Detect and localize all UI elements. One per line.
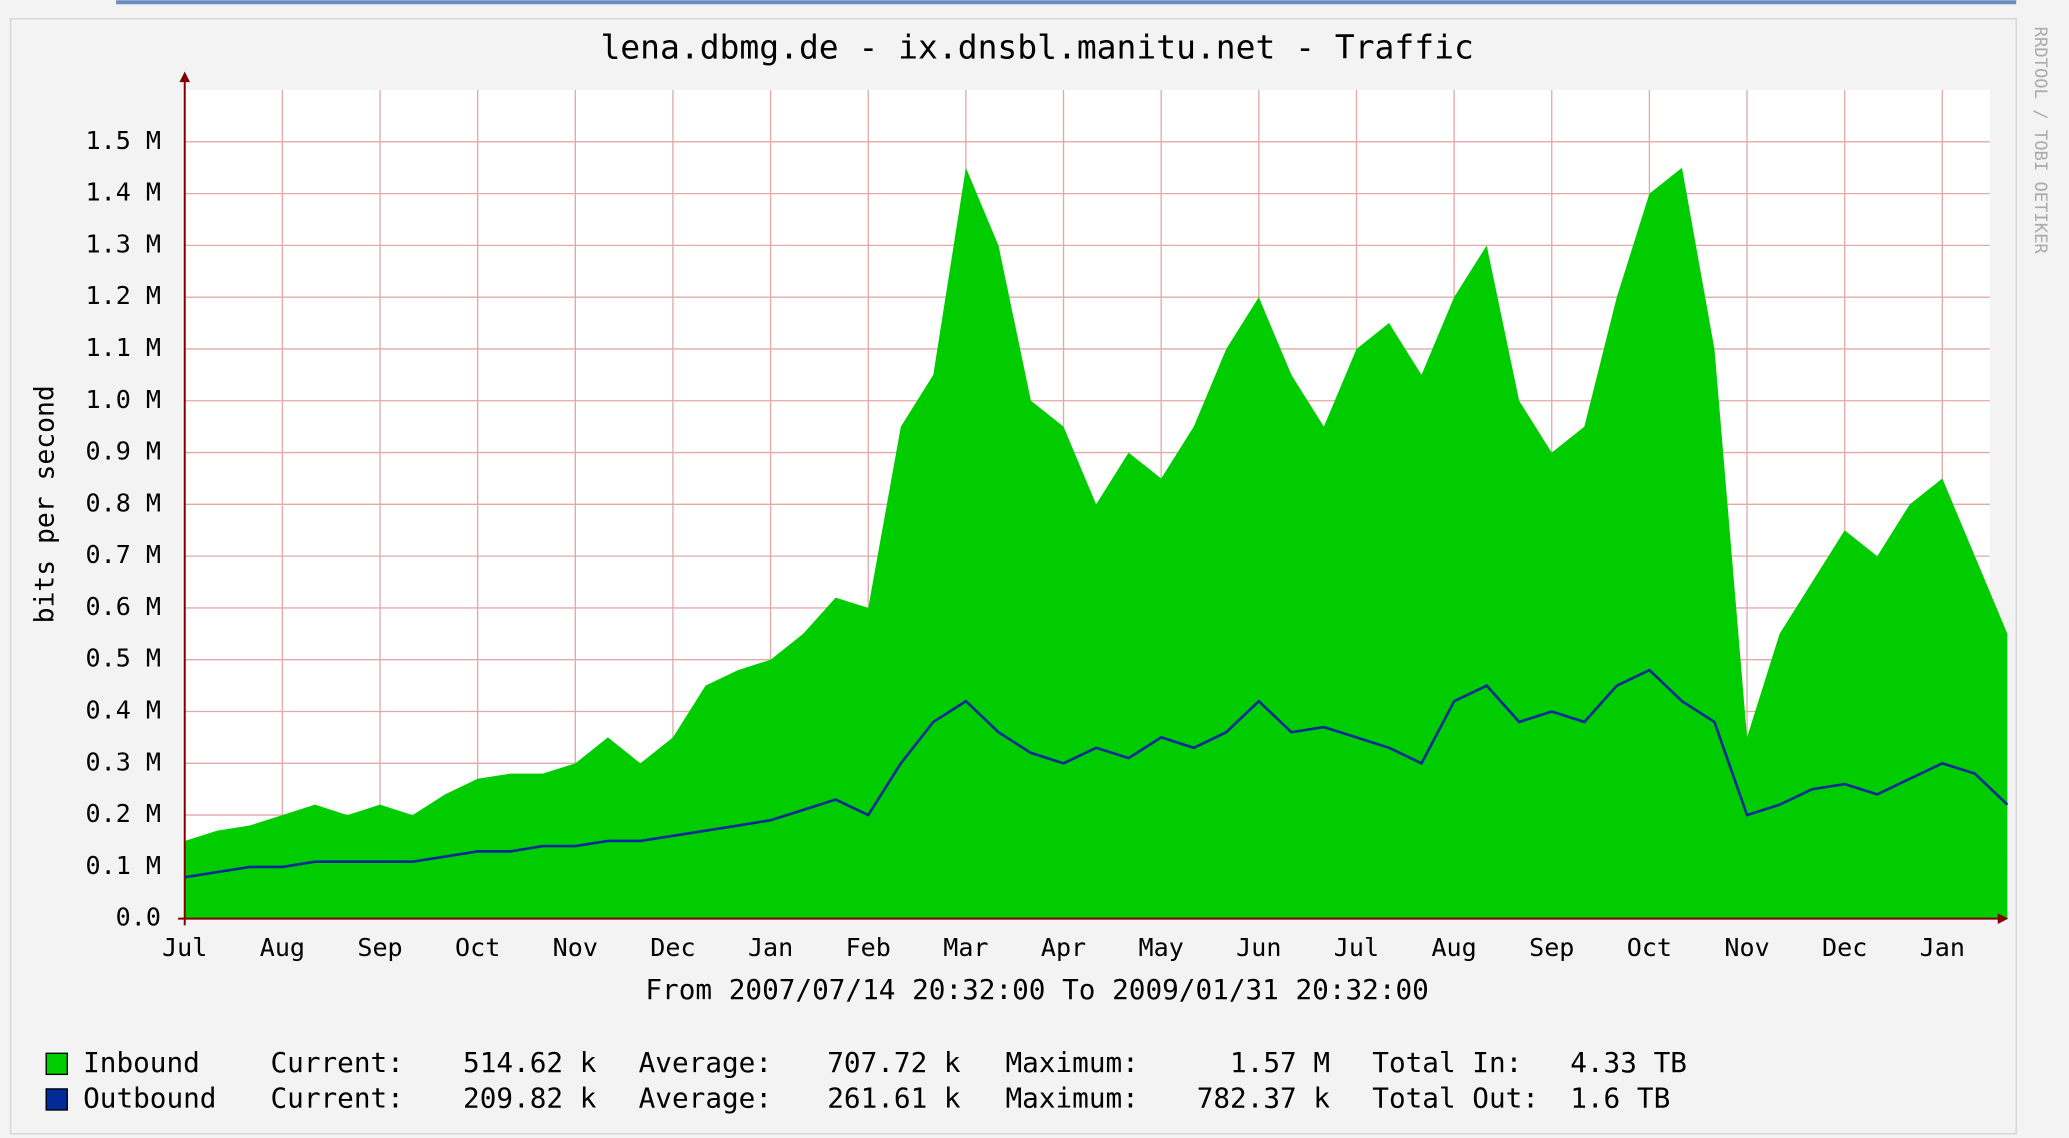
- legend-stat: 707.72 k: [827, 1046, 961, 1079]
- y-tick-label: 0.1 M: [86, 851, 161, 880]
- legend-label: Inbound: [83, 1046, 200, 1079]
- legend-stat: 514.62 k: [463, 1046, 597, 1079]
- x-tick-label: Dec: [1822, 933, 1867, 962]
- x-tick-label: Jul: [1334, 933, 1379, 962]
- y-tick-label: 0.2 M: [86, 799, 161, 828]
- x-tick-label: Jun: [1236, 933, 1281, 962]
- y-axis-arrow: [179, 71, 191, 83]
- y-tick-label: 1.3 M: [86, 229, 161, 258]
- x-tick-label: Dec: [650, 933, 695, 962]
- x-tick-label: Jan: [1920, 933, 1965, 962]
- legend-stat: 1.57 M: [1230, 1046, 1330, 1079]
- watermark: RRDTOOL / TOBI OETIKER: [2030, 27, 2050, 255]
- x-tick-label: Feb: [846, 933, 891, 962]
- y-tick-label: 0.7 M: [86, 540, 161, 569]
- legend-label: Outbound: [83, 1081, 216, 1114]
- x-tick-label: Apr: [1041, 933, 1086, 962]
- legend-swatch: [45, 1052, 68, 1076]
- y-tick-label: 0.5 M: [86, 644, 161, 673]
- legend-stat: Total Out:: [1372, 1081, 1539, 1114]
- legend-stat: 1.6 TB: [1570, 1081, 1670, 1114]
- legend-stat: 261.61 k: [827, 1081, 961, 1114]
- x-axis-arrow: [1997, 913, 2009, 924]
- x-tick-label: May: [1139, 933, 1184, 962]
- y-tick-label: 1.5 M: [86, 126, 161, 155]
- x-tick-label: Mar: [943, 933, 988, 962]
- legend-stat: 782.37 k: [1197, 1081, 1331, 1114]
- line: [184, 668, 2009, 879]
- y-tick-label: 1.0 M: [86, 385, 161, 414]
- x-tick-label: Oct: [455, 933, 500, 962]
- legend-stat: 4.33 TB: [1570, 1046, 1687, 1079]
- legend-stat: Average:: [639, 1081, 772, 1114]
- frame: [9, 18, 2017, 1135]
- y-tick-label: 0.9 M: [86, 437, 161, 466]
- x-tick-label: Nov: [553, 933, 598, 962]
- legend-stat: Current:: [271, 1046, 404, 1079]
- x-tick-label: Jul: [162, 933, 207, 962]
- legend-stat: Maximum:: [1005, 1046, 1138, 1079]
- y-tick-label: 0.3 M: [86, 747, 161, 776]
- y-tick-label: 0.0: [116, 903, 161, 932]
- y-tick-label: 1.1 M: [86, 333, 161, 362]
- legend-stat: Average:: [639, 1046, 772, 1079]
- y-axis-label: bits per second: [31, 385, 61, 623]
- y-tick-label: 0.4 M: [86, 696, 161, 725]
- x-tick-label: Aug: [1431, 933, 1476, 962]
- legend-stat: Total In:: [1372, 1046, 1522, 1079]
- x-tick-label: Oct: [1627, 933, 1672, 962]
- legend-stat: Maximum:: [1005, 1081, 1138, 1114]
- x-tick-label: Jan: [748, 933, 793, 962]
- chart-title: lena.dbmg.de - ix.dnsbl.manitu.net - Tra…: [600, 28, 1473, 67]
- x-tick-label: Sep: [1529, 933, 1574, 962]
- legend-swatch: [45, 1088, 68, 1111]
- top-bar: [116, 0, 2017, 5]
- x-tick-label: Aug: [260, 933, 305, 962]
- y-tick-label: 0.8 M: [86, 488, 161, 517]
- legend-stat: Current:: [271, 1081, 404, 1114]
- y-tick-label: 0.6 M: [86, 592, 161, 621]
- legend-stat: 209.82 k: [463, 1081, 597, 1114]
- chart-subtitle: From 2007/07/14 20:32:00 To 2009/01/31 2…: [645, 973, 1428, 1006]
- y-tick-label: 1.4 M: [86, 178, 161, 207]
- x-tick-label: Nov: [1724, 933, 1769, 962]
- x-tick-label: Sep: [357, 933, 402, 962]
- area: [184, 167, 2008, 919]
- y-tick-label: 1.2 M: [86, 281, 161, 310]
